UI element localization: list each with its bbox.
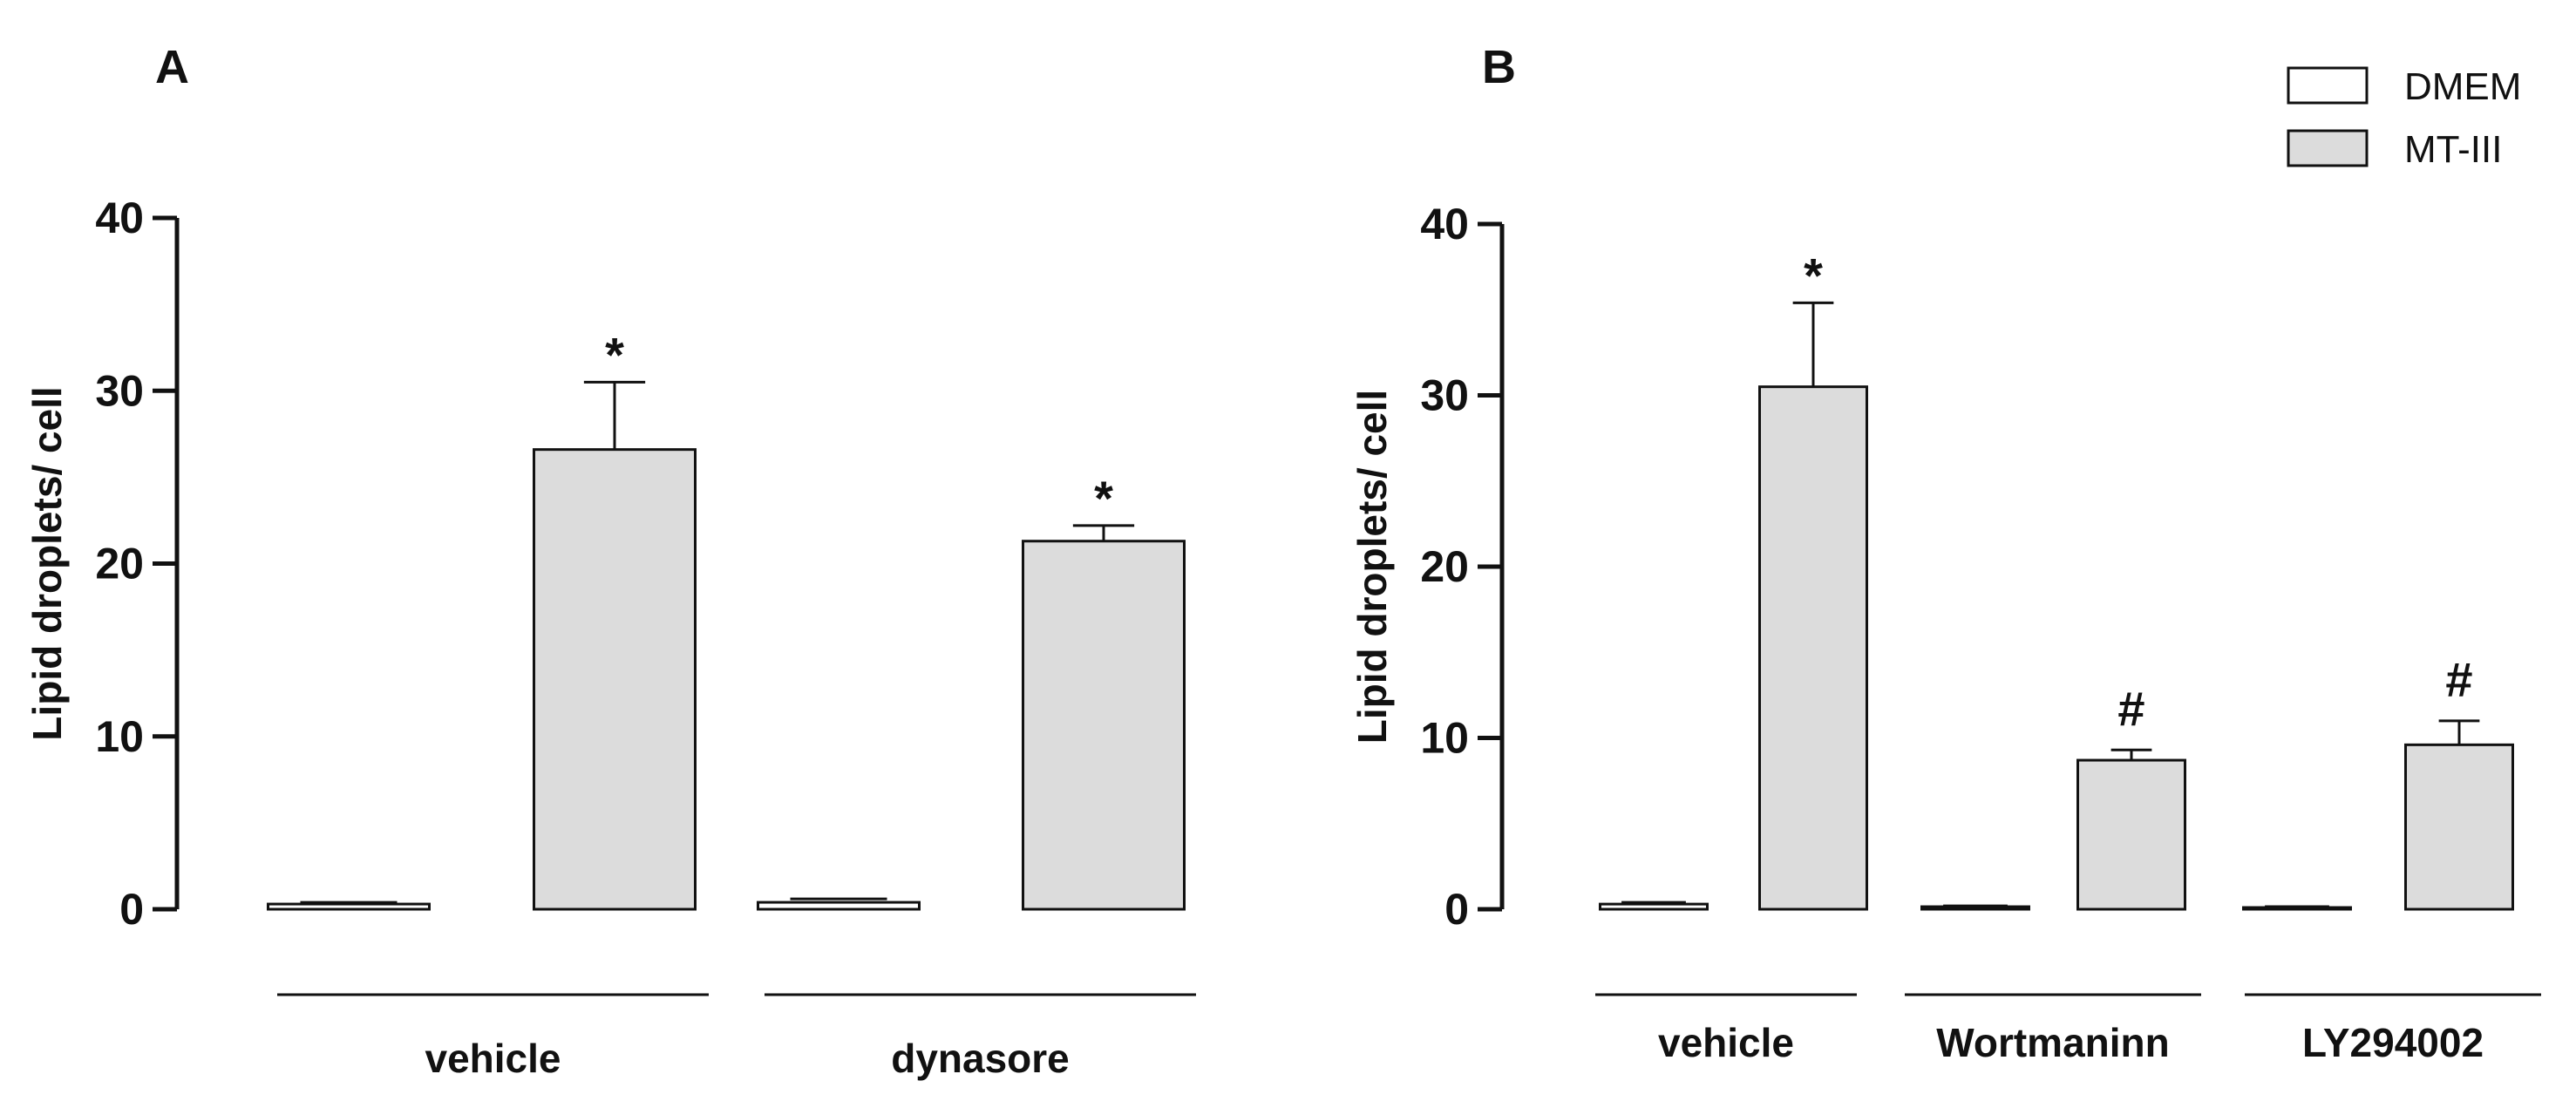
panel-b-significance-mark: #: [2445, 652, 2472, 707]
panel-a-y-tick-label: 30: [95, 366, 144, 415]
panel-a-bar-mt-iii-dynasore: [1022, 540, 1186, 911]
panel-b-y-tick-label: 30: [1420, 371, 1469, 420]
panel-b-bar-mt-iii-ly294002: [2404, 743, 2514, 911]
panel-b-significance-mark: #: [2117, 681, 2144, 736]
legend-swatch-mt-iii: [2287, 129, 2369, 167]
panel-b-significance-mark: *: [1804, 248, 1823, 302]
panel-b-category-label-ly294002: LY294002: [2302, 1020, 2484, 1065]
panel-a-y-tick-label: 0: [119, 885, 144, 934]
panel-b-y-tick-label: 10: [1420, 714, 1469, 763]
panel-a-error-bar: [1072, 524, 1135, 541]
legend-label-dmem: DMEM: [2404, 65, 2521, 108]
panel-a-category-label-vehicle: vehicle: [425, 1036, 561, 1081]
panel-b-error-bar: [1792, 301, 1834, 387]
panel-a-bar-mt-iii-vehicle: [533, 448, 697, 911]
panel-letter-b: B: [1482, 41, 1516, 93]
panel-b: 0 10 20 30 40 Lipid droplets/ cell * vehicle # Wo…: [1349, 200, 2541, 1065]
panel-a: 0 10 20 30 40 Lipid droplets/ cell * vehicle * dy…: [24, 194, 1196, 1081]
panel-b-bar-mt-iii-wortmaninn: [2076, 758, 2186, 911]
panel-a-y-tick-label: 10: [95, 712, 144, 761]
panel-b-category-label-wortmaninn: Wortmaninn: [1936, 1020, 2169, 1065]
panel-a-bar-dmem-dynasore: [757, 901, 921, 911]
legend: DMEM MT-III: [2287, 65, 2521, 171]
panel-a-error-bar: [583, 380, 646, 450]
panel-b-y-axis-title: Lipid droplets/ cell: [1349, 390, 1395, 744]
panel-a-significance-mark: *: [1094, 471, 1113, 526]
panel-a-category-label-dynasore: dynasore: [891, 1036, 1070, 1081]
panel-b-y-tick-label: 20: [1420, 542, 1469, 591]
panel-a-y-tick-label: 40: [95, 194, 144, 242]
legend-swatch-dmem: [2287, 66, 2369, 105]
panel-a-bar-dmem-vehicle: [267, 902, 431, 911]
legend-label-mt-iii: MT-III: [2404, 128, 2502, 171]
panel-letter-a: A: [155, 41, 189, 93]
panel-b-y-tick-label: 40: [1420, 200, 1469, 248]
panel-b-y-tick-label: 0: [1444, 885, 1469, 934]
panel-b-category-label-vehicle: vehicle: [1658, 1020, 1794, 1065]
panel-b-bar-dmem-vehicle: [1599, 902, 1709, 911]
panel-a-y-tick-label: 20: [95, 540, 144, 588]
panel-b-error-bar: [2110, 748, 2152, 761]
panel-a-significance-mark: *: [605, 327, 624, 382]
panel-a-y-axis-title: Lipid droplets/ cell: [24, 386, 70, 740]
panel-b-bar-mt-iii-vehicle: [1758, 385, 1868, 911]
panel-b-error-bar: [2438, 719, 2480, 745]
